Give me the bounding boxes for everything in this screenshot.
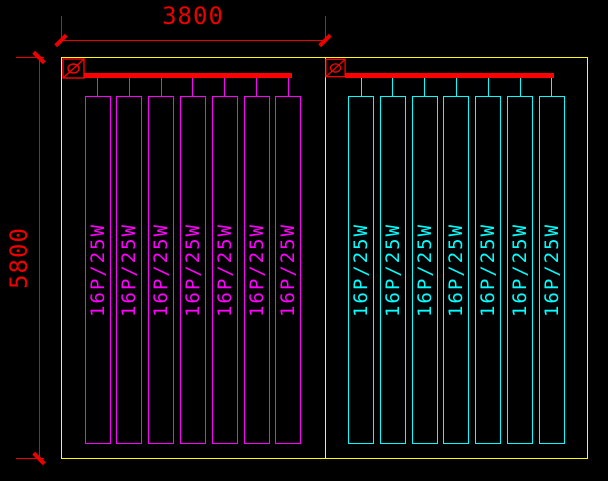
lighting-panel [243, 96, 270, 444]
room-divider-wall [325, 57, 326, 459]
height-dimension-label: 5800 [5, 227, 33, 289]
panel-feed-stem [224, 78, 226, 96]
panel-rating-label: 16P/25W [277, 222, 300, 318]
panel-feed-stem [392, 78, 394, 96]
panel-rating-label: 16P/25W [118, 222, 141, 318]
supply-box-symbol-right [325, 58, 346, 78]
panel-feed-stem [551, 78, 553, 96]
extension-line-top-left [61, 16, 62, 40]
panel-rating-label: 16P/25W [181, 222, 204, 318]
width-dimension-line [61, 40, 326, 41]
lighting-panel [148, 96, 175, 444]
panel-feed-stem [160, 78, 162, 96]
lighting-panel [411, 96, 438, 444]
panel-rating-label: 16P/25W [381, 222, 404, 318]
busbar-left [84, 73, 292, 78]
panel-feed-stem [192, 78, 194, 96]
lighting-panel [348, 96, 374, 444]
supply-box-symbol-left [62, 58, 85, 79]
panel-rating-label: 16P/25W [509, 222, 531, 318]
panel-feed-stem [256, 78, 257, 96]
lighting-panel [475, 96, 502, 444]
panel-rating-label: 16P/25W [245, 222, 268, 318]
panel-rating-label: 16P/25W [413, 222, 436, 318]
extension-line-top-right [325, 16, 326, 40]
dimension-tick [318, 33, 332, 48]
panel-feed-stem [128, 78, 130, 96]
circle-slash-icon [325, 58, 346, 78]
panel-rating-label: 16P/25W [445, 222, 468, 318]
panel-rating-label: 16P/25W [213, 222, 236, 318]
panel-feed-stem [97, 78, 98, 96]
panel-feed-stem [487, 78, 489, 96]
panel-rating-label: 16P/25W [86, 222, 109, 318]
height-dimension-line [39, 57, 40, 459]
lighting-panel [84, 96, 111, 444]
panel-rating-label: 16P/25W [540, 222, 563, 318]
extension-line-left-top [16, 57, 44, 58]
panel-feed-stem [287, 78, 289, 96]
lighting-panel [538, 96, 565, 444]
panel-feed-stem [424, 78, 426, 96]
panel-rating-label: 16P/25W [350, 222, 372, 318]
panel-feed-stem [455, 78, 457, 96]
lighting-panel [379, 96, 406, 444]
lighting-panel [211, 96, 238, 444]
room-outline [61, 57, 588, 459]
panel-feed-stem [360, 78, 362, 96]
busbar-right [345, 73, 554, 78]
panel-feed-stem [519, 78, 521, 96]
extension-line-left-bottom [16, 458, 44, 459]
panel-rating-label: 16P/25W [150, 222, 173, 318]
panel-rating-label: 16P/25W [477, 222, 500, 318]
width-dimension-label: 3800 [162, 2, 224, 30]
lighting-panel [275, 96, 302, 444]
lighting-panel [179, 96, 206, 444]
lighting-panel [116, 96, 143, 444]
lighting-panel [507, 96, 533, 444]
circle-slash-icon [62, 58, 85, 79]
lighting-panel [443, 96, 470, 444]
